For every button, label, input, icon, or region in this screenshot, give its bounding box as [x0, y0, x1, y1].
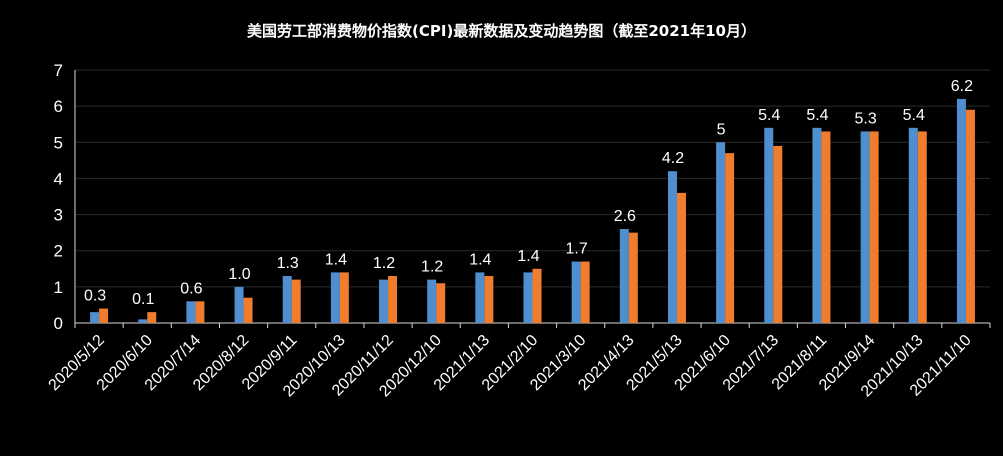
bar-series2 — [532, 268, 542, 323]
bar-series2 — [339, 272, 349, 323]
bar-series2 — [580, 261, 590, 323]
bar-series1 — [90, 312, 100, 323]
bar-series2 — [243, 297, 253, 323]
data-label: 5.4 — [903, 107, 925, 124]
data-label: 6.2 — [951, 78, 973, 95]
bar-series2 — [484, 276, 494, 323]
data-label: 5 — [717, 121, 726, 138]
data-label: 2.6 — [614, 208, 636, 225]
data-label: 1.2 — [373, 255, 395, 272]
bar-series1 — [234, 286, 244, 323]
y-tick-label: 2 — [54, 242, 63, 261]
data-label: 1.2 — [421, 259, 443, 276]
bar-series1 — [619, 229, 629, 323]
bar-series1 — [956, 98, 966, 324]
bar-series2 — [195, 301, 205, 323]
data-label: 1.0 — [228, 266, 250, 283]
data-label: 1.7 — [566, 241, 588, 258]
bar-series1 — [282, 276, 292, 323]
bar-series1 — [716, 142, 726, 323]
data-label: 5.3 — [854, 110, 876, 127]
bar-series1 — [330, 272, 340, 323]
y-tick-label: 7 — [54, 61, 63, 80]
data-label: 1.4 — [517, 248, 539, 265]
data-label: 1.4 — [469, 251, 491, 268]
y-tick-label: 1 — [54, 278, 63, 297]
bar-series2 — [388, 276, 398, 323]
data-label: 5.4 — [806, 107, 828, 124]
bar-series2 — [628, 232, 638, 323]
y-tick-label: 4 — [54, 169, 63, 188]
bar-series2 — [821, 131, 831, 323]
data-label: 1.3 — [277, 255, 299, 272]
bar-series1 — [860, 131, 870, 323]
bar-series1 — [667, 171, 677, 323]
bar-series1 — [812, 127, 822, 323]
data-label: 5.4 — [758, 107, 780, 124]
bar-series2 — [99, 308, 109, 323]
bar-series2 — [291, 279, 301, 323]
bar-series1 — [475, 272, 485, 323]
bar-series1 — [427, 279, 437, 323]
data-label: 0.6 — [180, 280, 202, 297]
bar-series1 — [379, 279, 389, 323]
bar-series1 — [908, 127, 918, 323]
bar-series1 — [764, 127, 774, 323]
bar-series1 — [523, 272, 533, 323]
bar-series2 — [773, 145, 783, 323]
y-tick-label: 0 — [54, 314, 63, 333]
bar-series1 — [186, 301, 196, 323]
data-label: 0.1 — [132, 291, 154, 308]
data-label: 1.4 — [325, 251, 347, 268]
bar-series2 — [869, 131, 879, 323]
bar-series2 — [147, 312, 157, 323]
data-label: 4.2 — [662, 150, 684, 167]
bar-series2 — [725, 153, 735, 323]
bar-series1 — [138, 319, 148, 323]
bar-series2 — [676, 192, 686, 323]
bar-series2 — [965, 109, 975, 323]
bar-series2 — [436, 283, 446, 323]
chart-title: 美国劳工部消费物价指数(CPI)最新数据及变动趋势图（截至2021年10月） — [247, 22, 756, 40]
y-tick-label: 6 — [54, 97, 63, 116]
y-tick-label: 5 — [54, 133, 63, 152]
bar-series2 — [917, 131, 927, 323]
y-tick-label: 3 — [54, 206, 63, 225]
data-label: 0.3 — [84, 288, 106, 305]
bar-series1 — [571, 261, 581, 323]
